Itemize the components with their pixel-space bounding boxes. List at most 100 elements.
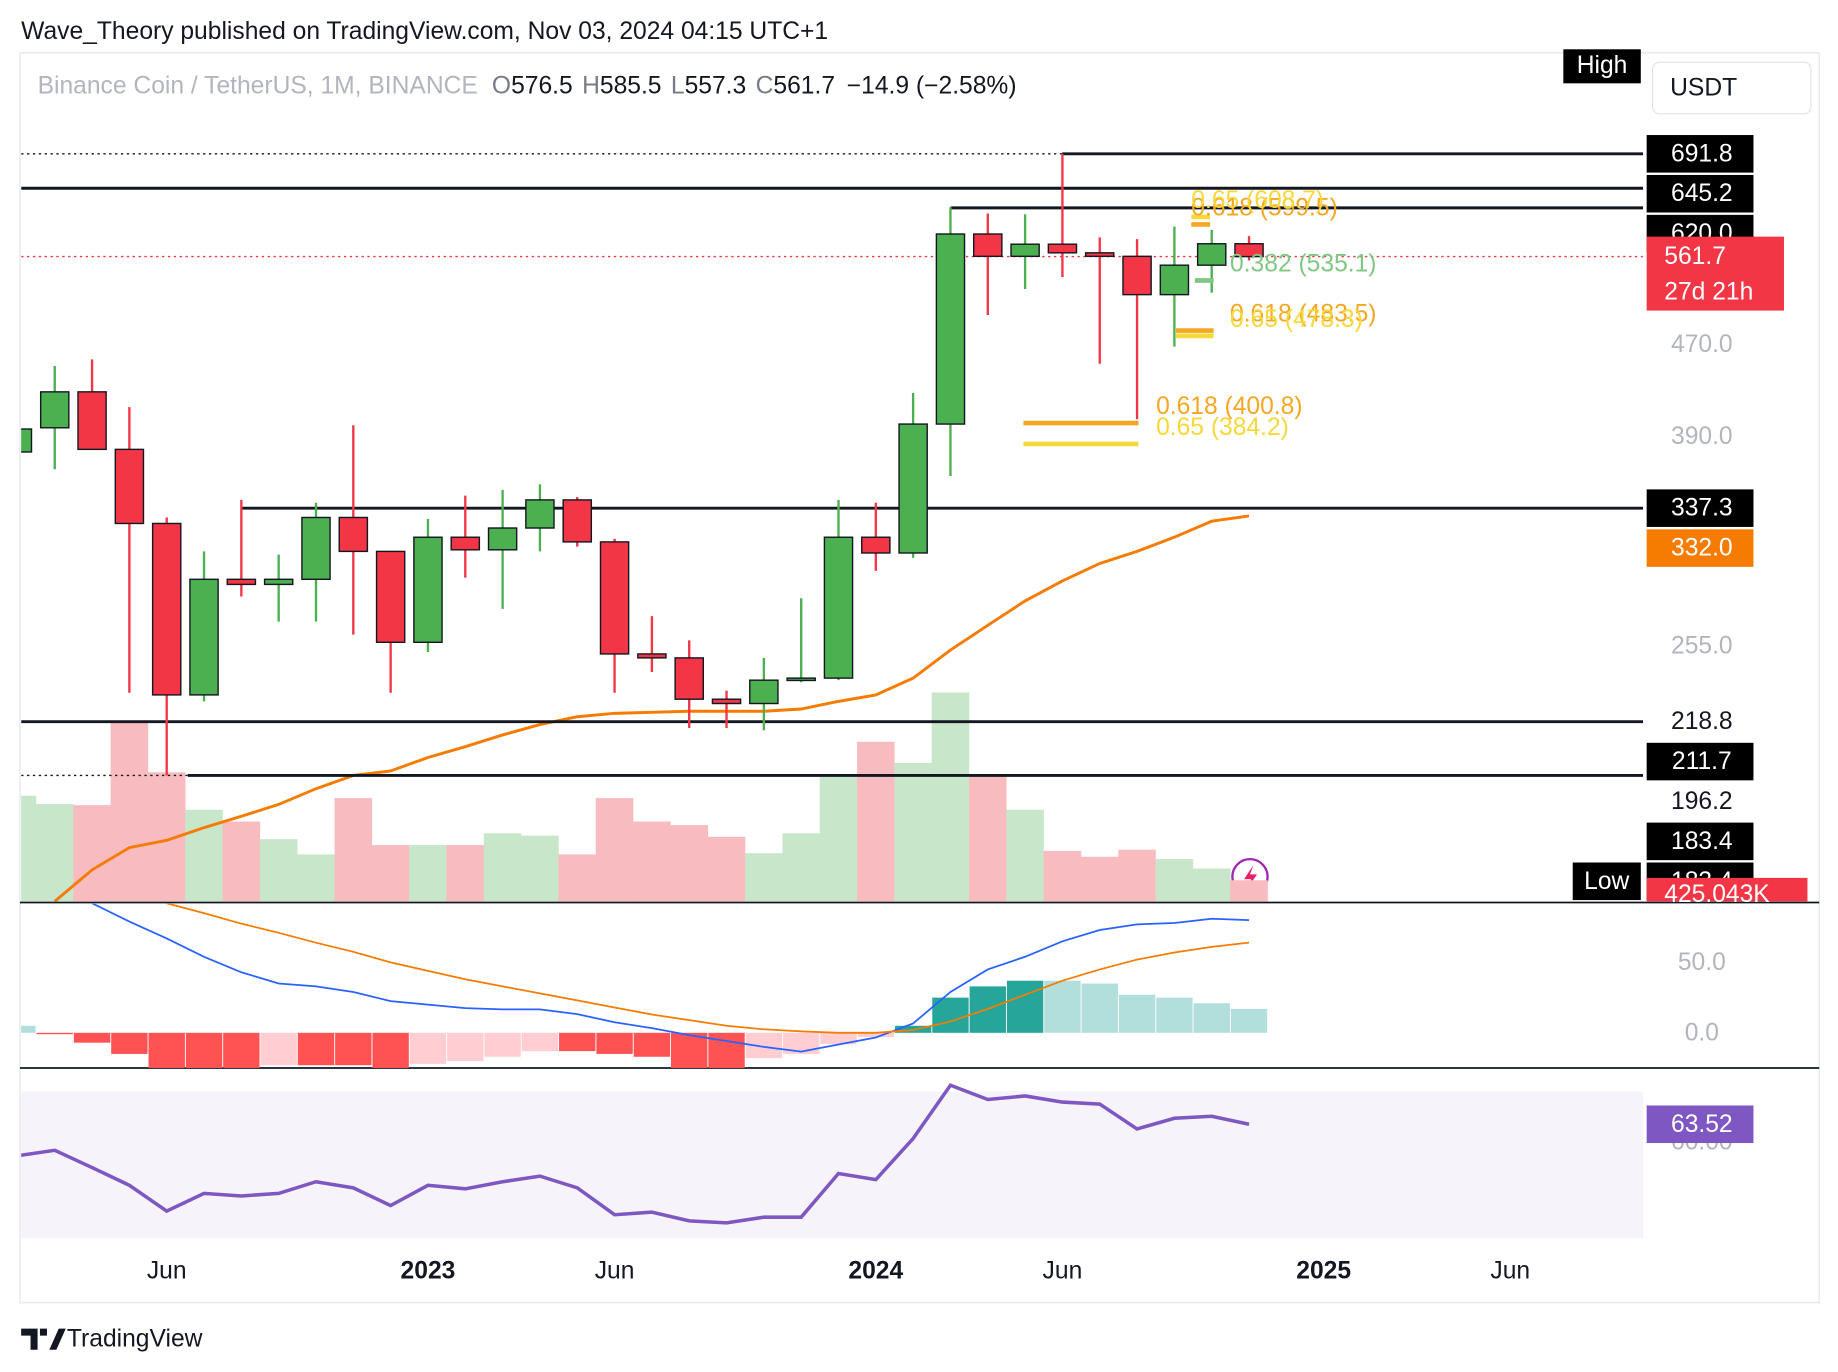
macd-histogram <box>185 1032 223 1069</box>
macd-tick-label: 50.0 <box>1678 949 1726 976</box>
tv-logo <box>21 1328 66 1350</box>
candle-body <box>786 677 816 682</box>
legend: Binance Coin / TetherUS, 1M, BINANCE O576… <box>38 72 1017 99</box>
rsi-band <box>21 1091 1644 1239</box>
volume-bar <box>931 692 970 902</box>
currency[interactable]: USDT <box>1670 75 1737 102</box>
price-tag-label: 183.4 <box>1671 828 1733 855</box>
publisher-line: Wave_Theory published on TradingView.com… <box>21 18 828 45</box>
x-tick-label: Jun <box>1490 1258 1530 1285</box>
candle-body <box>935 233 966 425</box>
x-tick-label: Jun <box>147 1258 187 1285</box>
macd-histogram <box>1230 1008 1268 1033</box>
x-tick-label: 2025 <box>1296 1258 1351 1285</box>
macd-histogram <box>596 1032 633 1054</box>
price-tag <box>1646 489 1754 527</box>
candle-body <box>151 522 182 696</box>
legend-value: 576.5 <box>511 72 573 99</box>
macd-histogram <box>21 1025 36 1033</box>
candle-body <box>301 516 331 581</box>
volume-label: 425.043K <box>1664 881 1770 908</box>
macd-histogram <box>223 1032 260 1069</box>
footer: TradingView <box>67 1326 203 1353</box>
fib-label: 0.618 (599.5) <box>1191 195 1338 222</box>
volume-bar <box>1006 809 1044 902</box>
x-tick-label: 2023 <box>401 1258 456 1285</box>
macd-histogram <box>857 1032 895 1038</box>
volume-bar <box>782 833 820 902</box>
macd-histogram <box>260 1032 297 1066</box>
rsi-value: 63.52 <box>1671 1111 1733 1138</box>
volume-bar <box>297 854 335 902</box>
volume-tag <box>1646 877 1808 902</box>
macd-histogram <box>484 1032 521 1057</box>
candle-body <box>861 536 891 554</box>
volume-bar <box>371 845 410 902</box>
macd-pane <box>21 903 1268 1069</box>
rsi-line <box>21 1083 1250 1225</box>
macd-histogram <box>1044 980 1081 1033</box>
currency-button[interactable] <box>1651 61 1812 115</box>
volume-bar <box>521 835 559 902</box>
candle-body <box>1010 243 1040 258</box>
fib-label: 0.618 (400.8) <box>1156 393 1303 420</box>
volume-bar <box>110 721 149 902</box>
macd-histogram <box>111 1032 148 1054</box>
price-pane <box>21 152 1644 902</box>
volume-bar <box>73 805 111 902</box>
macd-histogram <box>671 1032 708 1069</box>
volume-bar <box>334 798 373 902</box>
volume-bar <box>259 839 298 902</box>
volume-bar <box>633 821 671 902</box>
y-tick-label: 390.0 <box>1671 423 1733 450</box>
legend-value: 585.5 <box>600 72 662 99</box>
macd-tick-label: 0.0 <box>1685 1019 1719 1046</box>
price-tag <box>1646 135 1754 173</box>
candle-body <box>749 679 779 705</box>
candle-body <box>114 448 145 525</box>
price-tag-label: 332.0 <box>1671 535 1733 562</box>
macd-histogram <box>521 1032 559 1052</box>
x-tick-label: 2024 <box>848 1258 903 1285</box>
macd-histogram <box>297 1032 335 1066</box>
volume-bar <box>483 833 522 902</box>
moving-average <box>53 514 1250 902</box>
price-tag <box>1646 529 1754 567</box>
candle-body <box>226 578 257 586</box>
volume-bar <box>595 798 634 902</box>
candle-body <box>1047 243 1078 254</box>
legend-key: H <box>582 72 600 99</box>
x-tick-label: Jun <box>595 1258 635 1285</box>
legend-key: C <box>756 72 774 99</box>
macd-histogram <box>409 1032 447 1064</box>
volume-bar <box>1192 868 1231 902</box>
macd-histogram <box>1081 983 1118 1033</box>
candle-body <box>525 499 555 529</box>
macd-histogram <box>633 1032 671 1057</box>
legend-key: L <box>671 72 685 99</box>
price-tag-label: 211.7 <box>1672 748 1732 775</box>
macd-histogram <box>372 1032 409 1069</box>
volume-bar <box>21 795 37 902</box>
volume-bar <box>1230 880 1268 902</box>
candle-body <box>711 698 742 705</box>
candle-body <box>263 578 294 586</box>
candle-body <box>637 653 667 659</box>
candle-body <box>972 233 1003 258</box>
volume-bar <box>894 762 932 902</box>
volume-bar <box>1118 849 1156 902</box>
legend-title: Binance Coin / TetherUS, 1M, BINANCE <box>38 72 478 99</box>
candle-body <box>898 423 928 554</box>
price-tag-label: 337.3 <box>1671 495 1733 522</box>
fib-label: 0.65 (478.3) <box>1230 306 1363 333</box>
legend-value: 557.3 <box>685 72 747 99</box>
candle-body <box>450 536 481 551</box>
volume-bar <box>35 803 74 902</box>
volume-bar <box>1080 856 1119 902</box>
y-tick-label: 470.0 <box>1671 331 1733 358</box>
macd-histogram <box>73 1032 111 1043</box>
candle-body <box>77 391 107 451</box>
volume-bar <box>745 853 783 902</box>
